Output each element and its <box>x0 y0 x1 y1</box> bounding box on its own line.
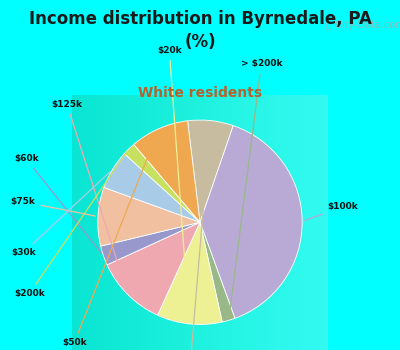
Wedge shape <box>200 126 302 318</box>
Wedge shape <box>134 121 200 222</box>
Text: White residents: White residents <box>138 86 262 100</box>
Text: $100k: $100k <box>305 202 358 220</box>
Wedge shape <box>188 120 233 222</box>
Wedge shape <box>107 222 200 315</box>
Text: Income distribution in Byrnedale, PA
(%): Income distribution in Byrnedale, PA (%) <box>28 10 372 51</box>
Text: $40k: $40k <box>178 124 210 350</box>
Text: $125k: $125k <box>52 100 127 292</box>
Wedge shape <box>158 222 222 324</box>
Wedge shape <box>124 145 200 222</box>
Wedge shape <box>200 222 235 322</box>
Wedge shape <box>98 188 200 246</box>
Wedge shape <box>101 222 200 265</box>
Text: $60k: $60k <box>14 154 102 253</box>
Text: $20k: $20k <box>157 46 189 321</box>
Text: > $200k: > $200k <box>229 60 282 317</box>
Text: $30k: $30k <box>11 172 110 257</box>
Wedge shape <box>104 154 200 222</box>
Text: $50k: $50k <box>62 131 158 347</box>
Text: $200k: $200k <box>14 151 127 298</box>
Text: ⓘ City-Data.com: ⓘ City-Data.com <box>326 20 400 30</box>
Text: $75k: $75k <box>11 197 95 216</box>
